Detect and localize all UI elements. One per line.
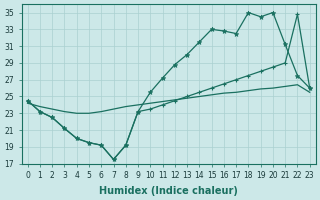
- X-axis label: Humidex (Indice chaleur): Humidex (Indice chaleur): [99, 186, 238, 196]
